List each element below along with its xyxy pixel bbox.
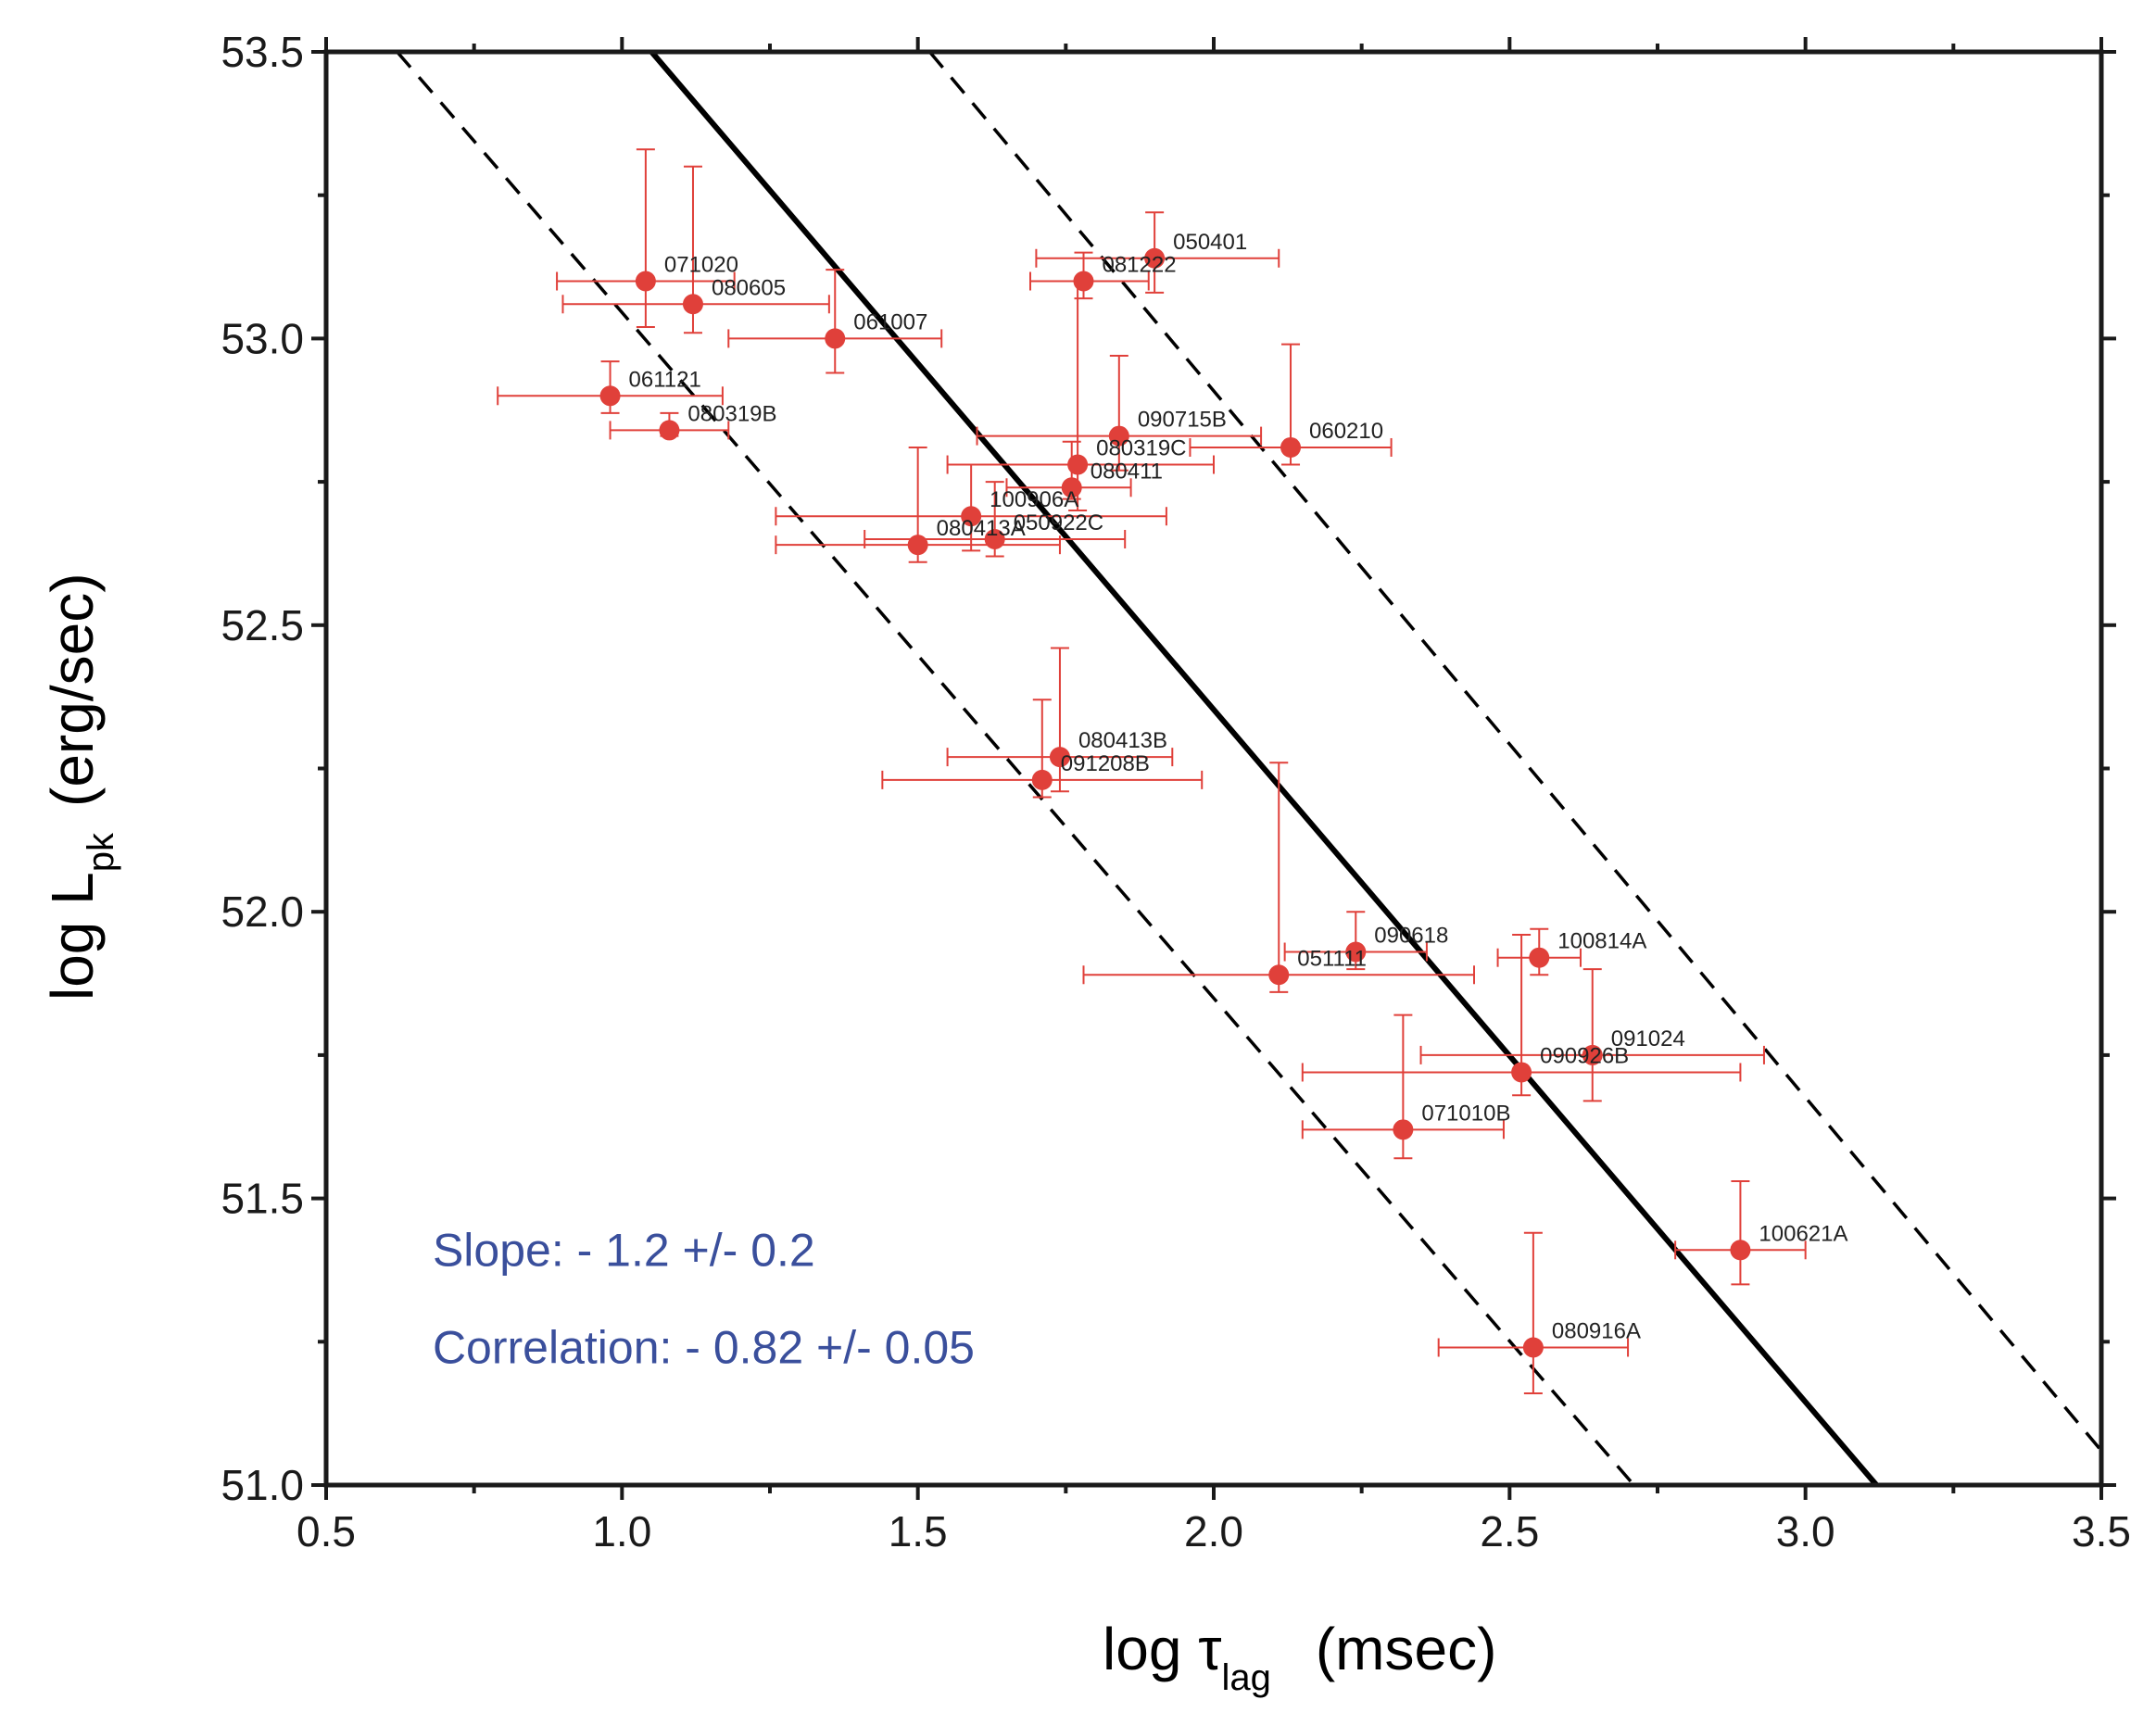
point-label-080916A: 080916A [1552,1318,1641,1343]
x-tick-label: 0.5 [296,1507,356,1555]
point-label-080319C: 080319C [1096,436,1186,461]
data-point-050922C [984,528,1005,549]
point-label-080411: 080411 [1091,459,1163,484]
point-label-100814A: 100814A [1557,929,1646,954]
data-points [599,247,1751,1358]
error-bar-071020 [556,148,736,329]
data-point-051111 [1268,964,1290,986]
y-tick-label: 51.5 [221,1175,304,1223]
data-point-090926B [1511,1062,1532,1083]
x-axis-title: log τlag (msec) [1103,1616,1496,1698]
point-label-050922C: 050922C [1014,510,1103,535]
point-label-100621A: 100621A [1759,1221,1847,1246]
y-tick-label: 53.0 [221,314,304,362]
data-point-071010B [1393,1119,1414,1140]
point-label-071020: 071020 [664,253,738,278]
point-label-060210: 060210 [1309,419,1383,444]
slope-annotation: Slope: - 1.2 +/- 0.2 [433,1224,815,1276]
error-bar-080916A [1437,1231,1630,1394]
point-label-091024: 091024 [1611,1026,1685,1051]
data-point-080319C [1067,454,1089,475]
upper-bound-line [928,50,2103,1452]
y-tick-label: 51.0 [221,1461,304,1509]
point-label-091208B: 091208B [1061,751,1150,776]
x-tick-label: 3.0 [1776,1507,1835,1555]
data-point-080411 [1061,477,1082,498]
lower-bound-line [396,50,1635,1487]
error-bar-080319C [946,280,1215,512]
error-bars [497,148,1807,1394]
data-point-050401 [1144,247,1166,269]
data-point-090618 [1345,941,1367,963]
point-label-080413B: 080413B [1078,728,1167,753]
data-point-090715B [1108,425,1129,447]
data-point-091024 [1582,1044,1603,1065]
data-point-071020 [635,271,656,292]
annotations: Slope: - 1.2 +/- 0.2 Correlation: - 0.82 … [433,1224,975,1373]
data-point-080916A [1522,1337,1544,1358]
point-label-090926B: 090926B [1540,1043,1629,1068]
data-point-100621A [1730,1240,1751,1261]
data-point-080413A [907,535,928,556]
data-point-080605 [682,294,703,315]
point-label-100906A: 100906A [990,487,1078,512]
y-tick-label: 53.5 [221,28,304,76]
point-label-050401: 050401 [1173,230,1247,255]
y-tick-label: 52.5 [221,601,304,649]
point-label-081222: 081222 [1102,253,1176,278]
point-label-061007: 061007 [853,309,927,334]
correlation-annotation: Correlation: - 0.82 +/- 0.05 [433,1321,975,1373]
data-point-091208B [1031,769,1053,790]
error-bar-051111 [1082,762,1476,993]
data-point-081222 [1073,271,1094,292]
best-fit-line [649,50,1879,1487]
point-label-080605: 080605 [712,275,786,300]
y-tick-label: 52.0 [221,888,304,936]
fit-lines [396,50,2103,1487]
x-tick-label: 2.0 [1184,1507,1243,1555]
data-point-060210 [1280,436,1302,458]
data-point-080319B [659,420,680,441]
x-tick-label: 1.5 [889,1507,948,1555]
data-point-061121 [599,385,621,407]
point-label-080413A: 080413A [937,516,1026,541]
data-point-100814A [1529,947,1550,968]
y-axis-title: log Lpk(erg/sec) [39,573,121,1001]
point-label-061121: 061121 [629,367,701,392]
data-point-061007 [825,328,846,349]
point-label-090715B: 090715B [1138,408,1227,433]
x-tick-label: 1.0 [592,1507,651,1555]
point-label-090618: 090618 [1374,924,1448,949]
x-tick-label: 2.5 [1480,1507,1539,1555]
point-label-051111: 051111 [1297,946,1367,971]
ticks: 0.5 1.0 1.5 2.0 2.5 3.0 3.5 51.0 51.5 52.0 52.5 53.… [221,28,2131,1555]
point-label-071010B: 071010B [1421,1101,1510,1126]
x-tick-label: 3.5 [2072,1507,2131,1555]
data-point-100906A [961,506,982,527]
data-point-080413B [1049,747,1070,768]
point-label-080319B: 080319B [687,401,776,426]
